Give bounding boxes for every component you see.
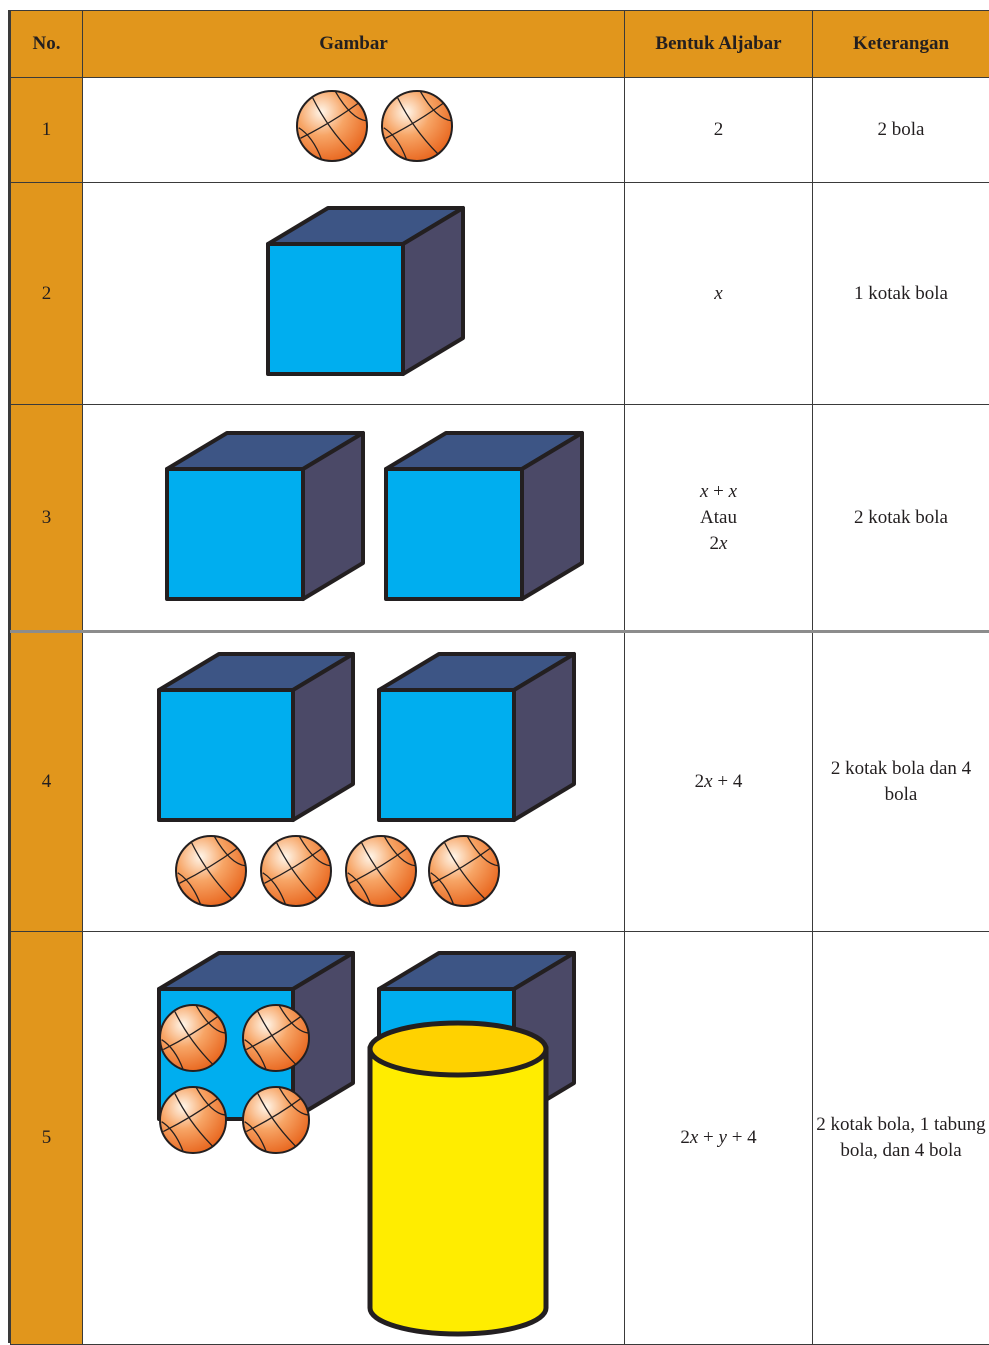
ball-icon <box>429 836 499 906</box>
algebra-cell: 2 <box>625 78 813 183</box>
algebra-line: x <box>625 281 812 307</box>
ball-icon <box>297 91 367 161</box>
picture-cell <box>83 78 625 183</box>
ball <box>297 91 367 161</box>
header-cell: Bentuk Aljabar <box>625 11 813 78</box>
algebra-cell: x <box>625 183 813 405</box>
ball <box>261 836 331 906</box>
algebra-line: Atau <box>625 505 812 531</box>
ball-icon <box>261 836 331 906</box>
algebra-line: x + x <box>625 479 812 505</box>
box-icon <box>268 208 463 374</box>
ball <box>346 836 416 906</box>
picture <box>83 932 625 1345</box>
box-front <box>167 469 303 599</box>
algebra-line: 2 <box>625 117 812 143</box>
header-cell: Gambar <box>83 11 625 78</box>
header-cell: No. <box>11 11 83 78</box>
ball-icon <box>160 1087 226 1153</box>
ball <box>160 1087 226 1153</box>
box-icon <box>379 654 574 820</box>
description-cell: 2 kotak bola <box>813 405 989 632</box>
ball-icon <box>346 836 416 906</box>
algebra-cell: 2x + y + 4 <box>625 932 813 1345</box>
algebra-cell: 2x + 4 <box>625 632 813 932</box>
box-icon <box>167 433 363 599</box>
algebra-line: 2x + 4 <box>625 769 812 795</box>
box-front <box>159 690 293 820</box>
ball <box>176 836 246 906</box>
ball-icon <box>243 1005 309 1071</box>
cylinder-top <box>370 1023 546 1075</box>
ball-icon <box>243 1087 309 1153</box>
row-number: 2 <box>11 183 83 405</box>
ball <box>429 836 499 906</box>
ball <box>382 91 452 161</box>
picture <box>83 405 625 632</box>
box-front <box>379 690 514 820</box>
ball-icon <box>176 836 246 906</box>
box-icon <box>386 433 582 599</box>
description-cell: 1 kotak bola <box>813 183 989 405</box>
ball <box>243 1005 309 1071</box>
row-number: 1 <box>11 78 83 183</box>
picture <box>83 183 625 405</box>
algebra-line: 2x <box>625 531 812 557</box>
cylinder-icon <box>370 1023 546 1334</box>
header-cell: Keterangan <box>813 11 989 78</box>
row-number: 5 <box>11 932 83 1345</box>
algebra-line: 2x + y + 4 <box>625 1125 812 1151</box>
picture-cell <box>83 932 625 1345</box>
cylinder-body <box>370 1049 546 1334</box>
description-cell: 2 bola <box>813 78 989 183</box>
ball <box>243 1087 309 1153</box>
description-cell: 2 kotak bola, 1 tabung bola, dan 4 bola <box>813 932 989 1345</box>
description-cell: 2 kotak bola dan 4 bola <box>813 632 989 932</box>
ball-icon <box>382 91 452 161</box>
picture-cell <box>83 405 625 632</box>
row-number: 4 <box>11 632 83 932</box>
box-front <box>386 469 522 599</box>
row-number: 3 <box>11 405 83 632</box>
ball <box>160 1005 226 1071</box>
picture-cell <box>83 183 625 405</box>
box-front <box>268 244 403 374</box>
header-row: No. Gambar Bentuk Aljabar Keterangan <box>11 11 989 78</box>
picture <box>83 78 625 183</box>
box-icon <box>159 654 353 820</box>
picture <box>83 633 625 933</box>
ball-icon <box>160 1005 226 1071</box>
picture-cell <box>83 632 625 932</box>
